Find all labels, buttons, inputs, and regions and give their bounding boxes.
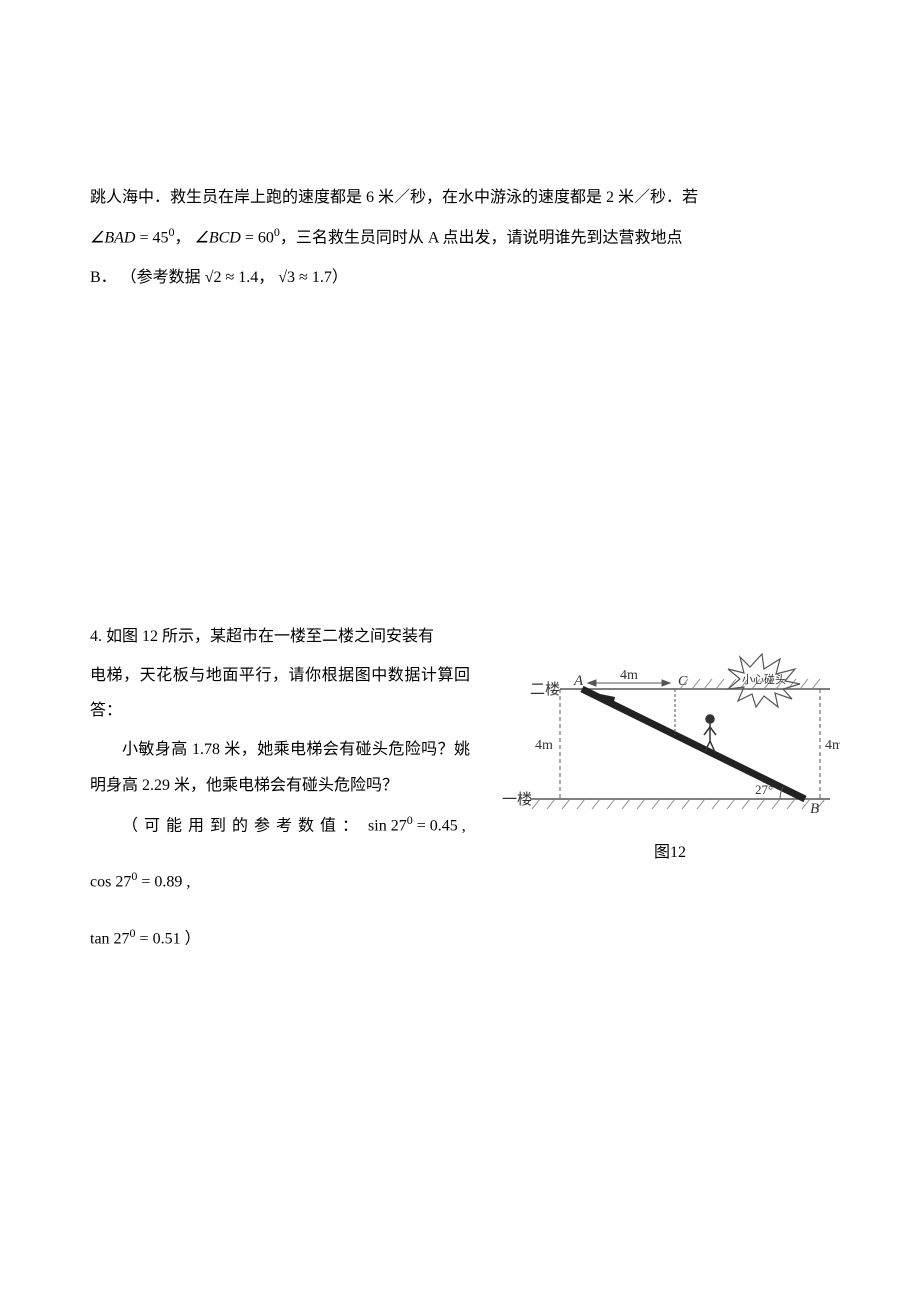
approx2: ≈ 1.4， (221, 269, 274, 286)
sin27-val: = 0.45 , (413, 817, 466, 834)
q4-title: 如图 12 所示，某超市在一楼至二楼之间安装有 (106, 628, 434, 645)
q3-line3-head: B． （参考数据 (90, 269, 201, 286)
dim-4m-left: 4m (535, 738, 553, 753)
dim-4m-top: 4m (620, 668, 638, 683)
label-floor1: 一楼 (502, 791, 532, 808)
angle-label: 27° (755, 782, 773, 797)
angle-bad-lhs: ∠BAD (90, 230, 135, 247)
angle-bad-val: = 45 (135, 230, 168, 247)
q3-line1: 跳人海中．救生员在岸上跑的速度都是 6 米／秒，在水中游泳的速度都是 2 米／秒… (90, 180, 830, 215)
sin27-lhs: sin 27 (368, 817, 407, 834)
q3-line2-tail: ，三名救生员同时从 A 点出发，请说明谁先到达营救地点 (280, 230, 683, 247)
sqrt3: √3 (278, 269, 295, 286)
label-c: C (678, 674, 688, 689)
warning-starburst: 小心碰头 (728, 654, 800, 707)
cos27-lhs: cos 27 (90, 874, 131, 891)
label-b: B (810, 801, 819, 817)
comma-1: ， (174, 230, 194, 247)
section-gap (90, 299, 830, 619)
q4-ref-line1: （可能用到的参考数值： sin 270 = 0.45 , (90, 807, 470, 844)
escalator-diagram: 小心碰头 二楼 一楼 A C B 4m 4m 4m 27° (500, 649, 840, 829)
q4-text-column: 电梯，天花板与地面平行，请你根据图中数据计算回答： 小敏身高 1.78 米，她乘… (90, 658, 470, 843)
q3-line2: ∠BAD = 450， ∠BCD = 600，三名救生员同时从 A 点出发，请说… (90, 219, 830, 256)
angle-bcd-val: = 60 (241, 230, 274, 247)
warning-text: 小心碰头 (742, 673, 786, 686)
approx3: ≈ 1.7） (295, 269, 348, 286)
q4-tan-line: tan 270 = 0.51 ） (90, 920, 830, 957)
cos27-val: = 0.89 , (137, 874, 190, 891)
q4-ref-head: （可能用到的参考数值： (122, 817, 364, 834)
tan27-lhs: tan 27 (90, 930, 130, 947)
angle-bcd-lhs: ∠BCD (195, 230, 241, 247)
dim-4m-right: 4m (825, 738, 840, 753)
label-floor2: 二楼 (530, 681, 560, 698)
q4-p2: 小敏身高 1.78 米，她乘电梯会有碰头危险吗？姚明身高 2.29 米，他乘电梯… (90, 732, 470, 802)
q3-line3: B． （参考数据 √2 ≈ 1.4， √3 ≈ 1.7） (90, 260, 830, 295)
tan27-val: = 0.51 ） (136, 930, 201, 947)
sqrt2: √2 (205, 269, 222, 286)
floor-hatch (532, 799, 825, 809)
q4-p1: 电梯，天花板与地面平行，请你根据图中数据计算回答： (90, 658, 470, 728)
question-4: 4. 如图 12 所示，某超市在一楼至二楼之间安装有 电梯，天花板与地面平行，请… (90, 619, 830, 956)
label-a: A (573, 673, 584, 689)
figure-12: 小心碰头 二楼 一楼 A C B 4m 4m 4m 27° 图12 (500, 649, 840, 870)
q4-number: 4. (90, 628, 106, 645)
figure-caption: 图12 (500, 835, 840, 870)
